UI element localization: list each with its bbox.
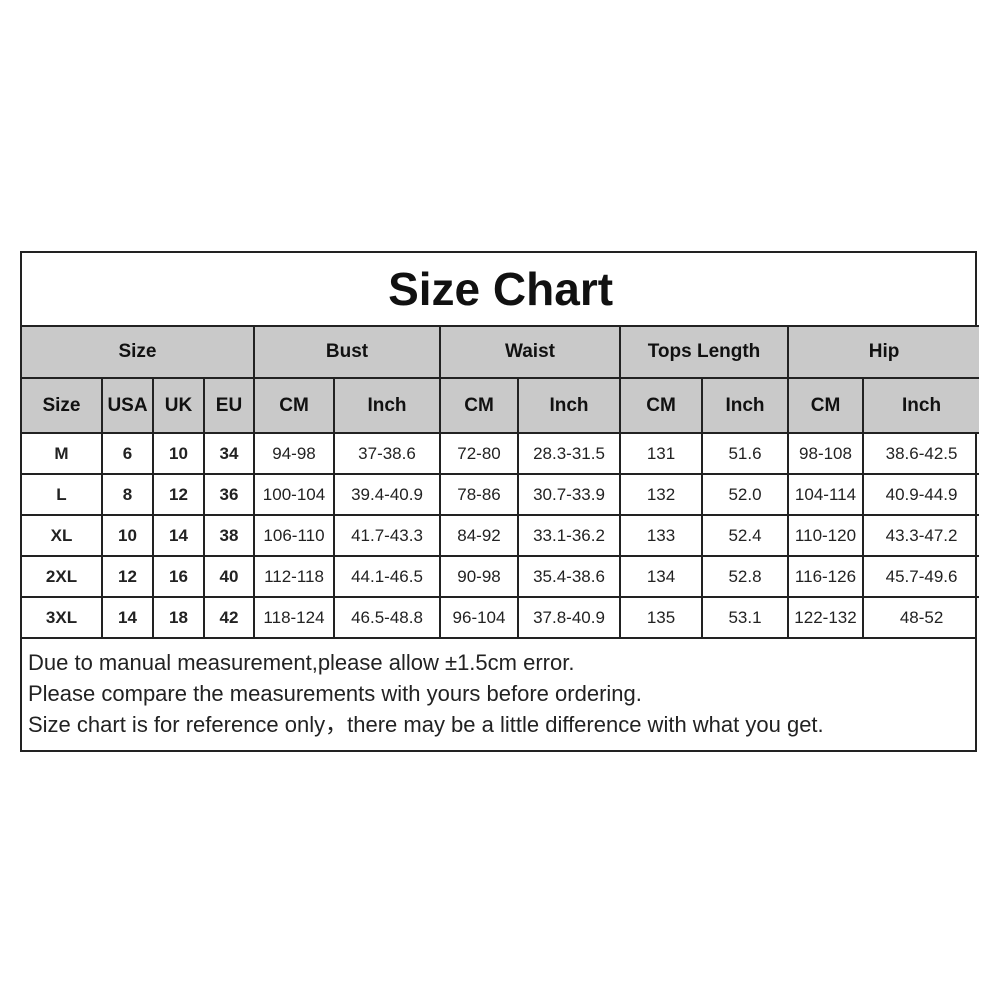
column-header: USA xyxy=(101,377,154,434)
table-cell: 10 xyxy=(152,432,205,475)
table-cell: 52.0 xyxy=(701,473,789,516)
column-header: Inch xyxy=(861,377,980,434)
table-row: M 6 10 34 94-98 37-38.6 72-80 28.3-31.5 131 51.6 9… xyxy=(22,432,980,475)
table-cell: 34 xyxy=(203,432,255,475)
size-label-cell: XL xyxy=(22,514,103,557)
table-cell: 46.5-48.8 xyxy=(333,596,441,637)
table-cell: 36 xyxy=(203,473,255,516)
table-cell: 131 xyxy=(619,432,703,475)
table-cell: 6 xyxy=(101,432,154,475)
column-header: Inch xyxy=(333,377,441,434)
column-header: CM xyxy=(619,377,703,434)
column-header: EU xyxy=(203,377,255,434)
table-cell: 28.3-31.5 xyxy=(517,432,621,475)
group-header-bust: Bust xyxy=(253,325,441,379)
table-cell: 43.3-47.2 xyxy=(861,514,980,557)
size-label-cell: 2XL xyxy=(22,555,103,598)
column-header: CM xyxy=(253,377,335,434)
size-chart: Size Chart Size Bust Waist Tops Length H… xyxy=(20,251,980,752)
table-cell: 100-104 xyxy=(253,473,335,516)
size-label-cell: 3XL xyxy=(22,596,103,637)
size-table: Size Chart Size Bust Waist Tops Length H… xyxy=(22,253,980,637)
table-cell: 52.8 xyxy=(701,555,789,598)
table-cell: 84-92 xyxy=(439,514,519,557)
table-cell: 135 xyxy=(619,596,703,637)
note-line: Size chart is for reference only，there m… xyxy=(28,712,824,737)
table-row: 3XL 14 18 42 118-124 46.5-48.8 96-104 37.8-40.9… xyxy=(22,596,980,637)
table-cell: 48-52 xyxy=(861,596,980,637)
table-cell: 45.7-49.6 xyxy=(861,555,980,598)
table-cell: 12 xyxy=(152,473,205,516)
note-line: Please compare the measurements with you… xyxy=(28,681,642,706)
table-cell: 14 xyxy=(152,514,205,557)
size-label-cell: M xyxy=(22,432,103,475)
table-cell: 35.4-38.6 xyxy=(517,555,621,598)
table-cell: 33.1-36.2 xyxy=(517,514,621,557)
table-cell: 40.9-44.9 xyxy=(861,473,980,516)
table-cell: 14 xyxy=(101,596,154,637)
table-cell: 104-114 xyxy=(787,473,864,516)
table-row: 2XL 12 16 40 112-118 44.1-46.5 90-98 35.4-38.6 1… xyxy=(22,555,980,598)
column-header: UK xyxy=(152,377,205,434)
table-cell: 8 xyxy=(101,473,154,516)
group-header-size: Size xyxy=(22,325,255,379)
sub-header-row: Size USA UK EU CM Inch CM Inch CM Inch CM Inch xyxy=(22,377,980,434)
table-cell: 122-132 xyxy=(787,596,864,637)
column-header: CM xyxy=(439,377,519,434)
group-header-waist: Waist xyxy=(439,325,621,379)
table-cell: 96-104 xyxy=(439,596,519,637)
group-header-row: Size Bust Waist Tops Length Hip xyxy=(22,325,980,379)
column-header: CM xyxy=(787,377,864,434)
table-cell: 37.8-40.9 xyxy=(517,596,621,637)
table-cell: 40 xyxy=(203,555,255,598)
table-cell: 118-124 xyxy=(253,596,335,637)
table-cell: 116-126 xyxy=(787,555,864,598)
table-cell: 16 xyxy=(152,555,205,598)
notes: Due to manual measurement,please allow ±… xyxy=(22,637,975,750)
table-cell: 38 xyxy=(203,514,255,557)
table-cell: 44.1-46.5 xyxy=(333,555,441,598)
group-header-hip: Hip xyxy=(786,325,980,379)
table-cell: 110-120 xyxy=(787,514,864,557)
column-header: Inch xyxy=(701,377,789,434)
table-cell: 51.6 xyxy=(701,432,789,475)
table-row: XL 10 14 38 106-110 41.7-43.3 84-92 33.1-36.2 13… xyxy=(22,514,980,557)
table-cell: 90-98 xyxy=(439,555,519,598)
table-cell: 18 xyxy=(152,596,205,637)
group-header-tops-length: Tops Length xyxy=(619,325,789,379)
table-cell: 12 xyxy=(101,555,154,598)
table-cell: 41.7-43.3 xyxy=(333,514,441,557)
table-cell: 38.6-42.5 xyxy=(861,432,980,475)
table-cell: 112-118 xyxy=(253,555,335,598)
table-cell: 53.1 xyxy=(701,596,789,637)
table-cell: 98-108 xyxy=(787,432,864,475)
note-line: Due to manual measurement,please allow ±… xyxy=(28,650,575,675)
column-header: Inch xyxy=(517,377,621,434)
table-cell: 30.7-33.9 xyxy=(517,473,621,516)
table-cell: 52.4 xyxy=(701,514,789,557)
table-cell: 132 xyxy=(619,473,703,516)
table-cell: 37-38.6 xyxy=(333,432,441,475)
table-cell: 78-86 xyxy=(439,473,519,516)
size-label-cell: L xyxy=(22,473,103,516)
table-cell: 133 xyxy=(619,514,703,557)
table-cell: 39.4-40.9 xyxy=(333,473,441,516)
table-cell: 94-98 xyxy=(253,432,335,475)
table-cell: 72-80 xyxy=(439,432,519,475)
table-cell: 106-110 xyxy=(253,514,335,557)
table-cell: 10 xyxy=(101,514,154,557)
column-header: Size xyxy=(22,377,103,434)
table-cell: 134 xyxy=(619,555,703,598)
table-row: L 8 12 36 100-104 39.4-40.9 78-86 30.7-33.9 132 5… xyxy=(22,473,980,516)
table-cell: 42 xyxy=(203,596,255,637)
chart-title: Size Chart xyxy=(22,253,980,327)
